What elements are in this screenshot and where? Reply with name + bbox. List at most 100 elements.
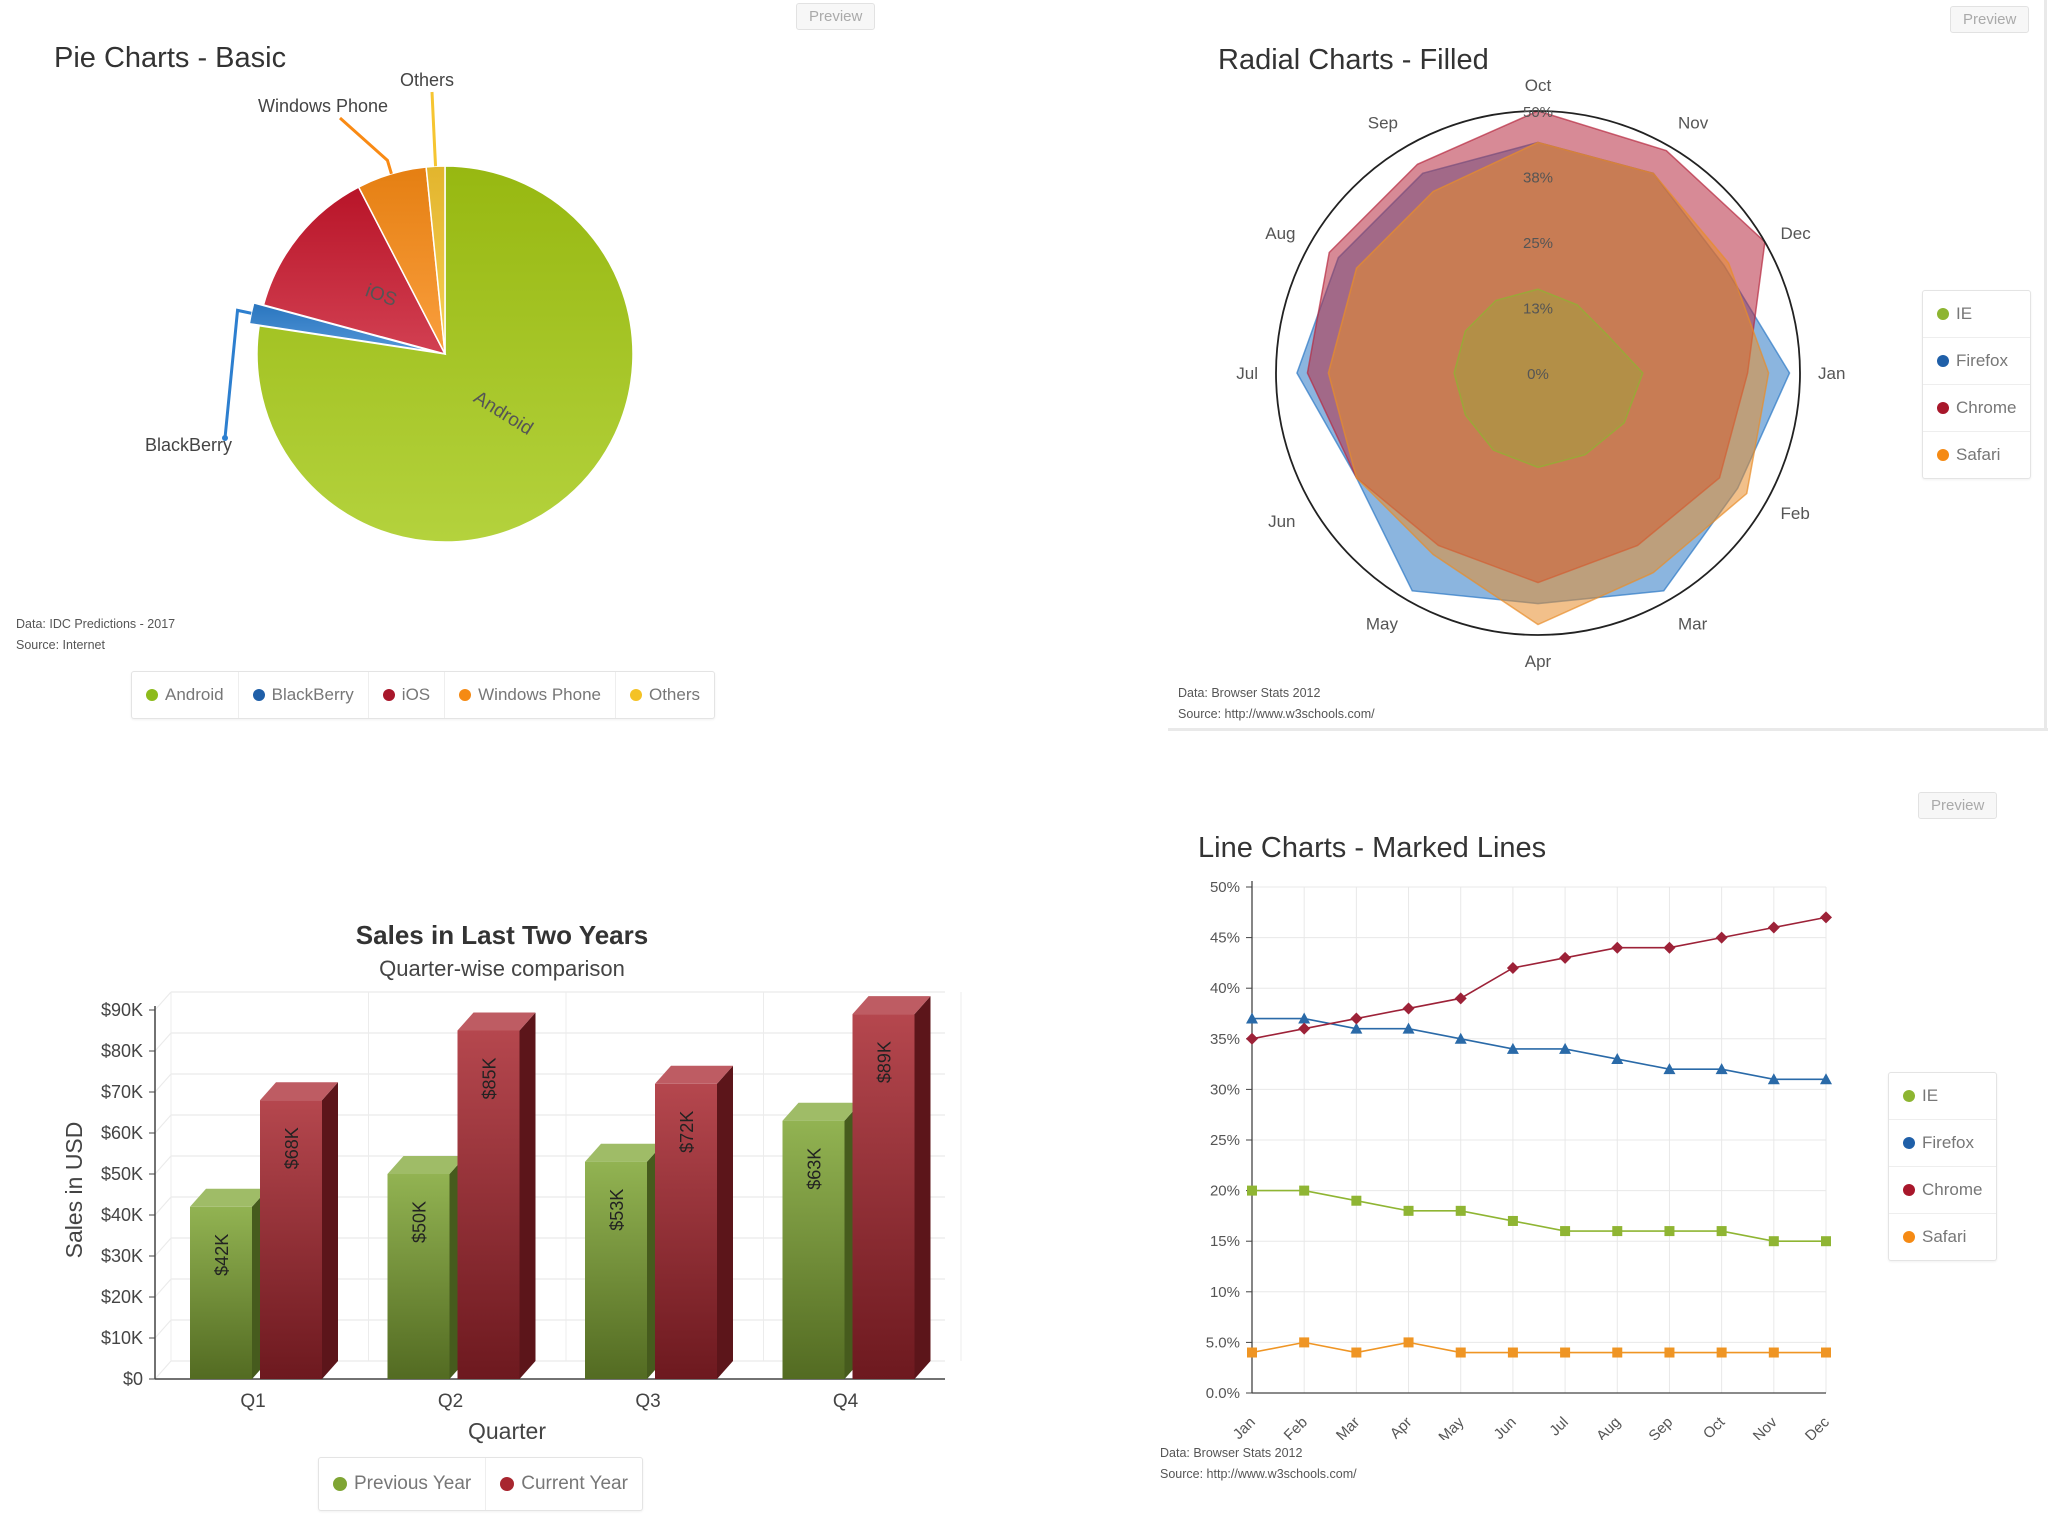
line-xtick-label-mar: Mar [1333, 1414, 1363, 1440]
legend-dot-icon [1903, 1090, 1915, 1102]
line-series-ie [1252, 1189, 1826, 1243]
line-chart: 0.0% 5.0% 10% 15% 20% 25% 30% 35% 40% 45% 50% Jan Fe… [1206, 879, 1833, 1440]
radar-panel: Radial Charts - Filled Preview 0% 13% 25% 3… [1168, 0, 2048, 735]
line-legend-firefox[interactable]: Firefox [1889, 1120, 1997, 1167]
line-marker-firefox [1298, 1012, 1311, 1024]
line-marker-ie [1299, 1185, 1310, 1196]
legend-label: Safari [1956, 445, 2001, 464]
radar-category-nov: Nov [1678, 114, 1709, 133]
line-xtick-label-oct: Oct [1700, 1413, 1729, 1440]
line-ytick-label: 45% [1210, 930, 1240, 947]
radar-category-sep: Sep [1368, 114, 1398, 133]
radar-credits: Data: Browser Stats 2012 Source: http://… [1178, 683, 1375, 725]
line-marker-chrome [1715, 931, 1728, 944]
radar-legend-firefox[interactable]: Firefox [1923, 338, 2031, 385]
bar-ytick-label: $20K [101, 1287, 143, 1307]
bar-previous-year-q2 [387, 1174, 450, 1379]
line-xtick-label-jan: Jan [1230, 1414, 1259, 1440]
line-marker-safari [1299, 1337, 1310, 1348]
line-marker-chrome [1402, 1002, 1415, 1015]
line-ytick-label: 10% [1210, 1284, 1240, 1301]
line-ytick-label: 35% [1210, 1031, 1240, 1048]
legend-label: Firefox [1922, 1133, 1974, 1152]
legend-label: IE [1922, 1086, 1939, 1105]
line-legend-safari[interactable]: Safari [1889, 1214, 1996, 1260]
line-xtick-label-feb: Feb [1281, 1414, 1311, 1440]
bar-side [914, 996, 931, 1379]
legend-dot-icon [459, 689, 472, 701]
bar-data-label: $68K [282, 1127, 302, 1169]
radar-panel-border-right [2044, 0, 2047, 730]
bar-xtick-label-q1: Q1 [240, 1391, 265, 1412]
line-marker-ie [1507, 1215, 1518, 1226]
line-marker-safari [1612, 1347, 1623, 1358]
line-marker-chrome [1454, 992, 1467, 1005]
line-marker-firefox [1454, 1032, 1467, 1044]
line-preview-button[interactable]: Preview [1918, 792, 1998, 819]
pie-legend: Android BlackBerry iOS Windows Phone Oth… [131, 671, 716, 719]
line-marker-safari [1351, 1347, 1362, 1358]
line-marker-ie [1768, 1236, 1779, 1247]
bar-data-label: $72K [677, 1111, 697, 1153]
radar-tick-label: 0% [1527, 366, 1549, 383]
line-marker-ie [1351, 1195, 1362, 1206]
radar-tick-label: 13% [1523, 301, 1553, 318]
pie-connector-blackberry [223, 308, 252, 439]
pie-connector-dot [222, 435, 228, 441]
line-credit-data: Data: Browser Stats 2012 [1160, 1446, 1303, 1460]
line-legend-chrome[interactable]: Chrome [1889, 1167, 1997, 1214]
radar-chart: 0% 13% 25% 38% 50% Oct Nov Dec Jan Feb Mar Apr May Ju… [1236, 76, 1845, 671]
radar-legend-ie[interactable]: IE [1923, 291, 2031, 338]
line-marker-firefox [1246, 1012, 1258, 1024]
line-marker-chrome [1611, 941, 1624, 954]
pie-legend-ios[interactable]: iOS [369, 672, 446, 718]
legend-dot-icon [1903, 1137, 1915, 1149]
line-xtick-label-jun: Jun [1491, 1414, 1520, 1440]
legend-label: Others [648, 685, 701, 704]
pie-preview-button[interactable]: Preview [796, 3, 876, 30]
pie-legend-windows-phone[interactable]: Windows Phone [445, 672, 616, 718]
line-series-safari [1251, 1341, 1826, 1354]
bar-xtick-label-q4: Q4 [833, 1391, 859, 1412]
radar-category-aug: Aug [1265, 224, 1295, 243]
legend-dot-icon [1937, 308, 1949, 320]
pie-legend-others[interactable]: Others [616, 672, 714, 718]
radar-preview-button[interactable]: Preview [1950, 6, 2030, 33]
bar-gridline-side [154, 1237, 172, 1257]
radar-legend-safari[interactable]: Safari [1923, 432, 2030, 478]
radar-panel-border-bottom [1168, 728, 2048, 731]
legend-label: Previous Year [354, 1473, 472, 1494]
radar-title: Radial Charts - Filled [1218, 44, 1489, 76]
bar-ytick-label: $50K [101, 1164, 143, 1184]
radar-outer-ring [1275, 110, 1801, 636]
line-series-chrome [1251, 916, 1827, 1040]
line-marker-safari [1247, 1347, 1257, 1358]
pie-legend-android[interactable]: Android [132, 672, 239, 718]
pie-connector-others [430, 91, 438, 167]
bar-legend-current-year[interactable]: Current Year [486, 1458, 642, 1510]
line-legend-ie[interactable]: IE [1889, 1073, 1997, 1120]
line-marker-chrome [1767, 921, 1780, 934]
bar-top [387, 1156, 466, 1174]
line-marker-safari [1403, 1337, 1414, 1348]
line-marker-chrome [1559, 951, 1572, 964]
bar-legend-previous-year[interactable]: Previous Year [319, 1458, 487, 1510]
bar-data-label: $42K [212, 1234, 232, 1276]
bar-data-label: $53K [607, 1189, 627, 1231]
line-credit-source: Source: http://www.w3schools.com/ [1160, 1467, 1357, 1481]
bar-top [782, 1102, 861, 1121]
radar-credit-source: Source: http://www.w3schools.com/ [1178, 707, 1375, 721]
line-title: Line Charts - Marked Lines [1198, 832, 1547, 864]
line-marker-chrome [1298, 1022, 1311, 1035]
bar-ytick-label: $10K [101, 1328, 143, 1348]
line-ytick-label: 30% [1210, 1081, 1240, 1098]
line-ytick-label: 25% [1210, 1132, 1240, 1149]
bar-top [852, 996, 931, 1015]
line-marker-ie [1664, 1226, 1675, 1237]
bar-top [655, 1065, 733, 1084]
legend-label: Current Year [521, 1473, 628, 1494]
radar-legend-chrome[interactable]: Chrome [1923, 385, 2031, 432]
bar-title: Sales in Last Two Years [356, 920, 648, 950]
pie-legend-blackberry[interactable]: BlackBerry [239, 672, 369, 718]
